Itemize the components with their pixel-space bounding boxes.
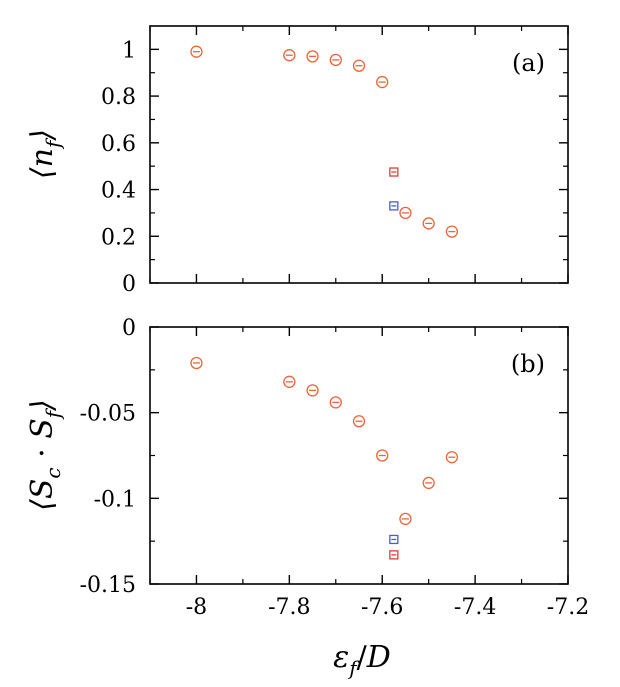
data-point-circle	[352, 415, 366, 428]
data-point-circle	[190, 356, 203, 370]
data-point-circle	[283, 375, 296, 388]
data-point-circle	[376, 449, 389, 462]
data-point-square	[389, 534, 399, 545]
data-point-circle	[422, 476, 435, 490]
data-point-square	[389, 550, 399, 560]
data-point-circle	[190, 45, 203, 58]
y-tick-label: -0.1	[94, 487, 136, 512]
y-tick-label: 0.2	[101, 225, 136, 250]
svg-text:⟨Sc · Sf⟩: ⟨Sc · Sf⟩	[25, 399, 65, 511]
data-point-circle	[376, 75, 389, 89]
data-point-circle	[445, 225, 459, 238]
x-tick-label: -7.2	[547, 595, 589, 620]
data-point-square	[389, 201, 399, 211]
x-tick-label: -8	[186, 595, 207, 620]
x-tick-label: -7.4	[454, 595, 496, 620]
y-tick-label: -0.05	[80, 402, 136, 427]
data-point-circle	[399, 512, 412, 526]
data-point-circle	[329, 53, 342, 67]
y-axis-title-a: ⟨nf⟩	[25, 129, 65, 179]
y-tick-label: 0	[122, 316, 136, 341]
panel-a-label: (a)	[512, 49, 545, 77]
x-tick-label: -7.6	[361, 595, 403, 620]
panel-b-frame	[149, 326, 569, 585]
data-point-circle	[352, 59, 366, 72]
panel-a-frame	[149, 25, 569, 284]
y-tick-label: 0.8	[101, 85, 136, 110]
y-tick-label: 1	[122, 38, 136, 63]
data-point-square	[389, 167, 399, 177]
data-point-circle	[283, 49, 296, 62]
data-point-circle	[306, 384, 319, 397]
y-tick-label: -0.15	[80, 573, 136, 598]
x-tick-label: -7.8	[268, 595, 310, 620]
data-point-circle	[329, 396, 342, 409]
panel-b-label: (b)	[511, 350, 545, 378]
y-tick-label: 0	[122, 272, 136, 297]
x-axis-title: εf/D	[333, 640, 391, 680]
y-tick-label: 0.6	[101, 132, 136, 157]
data-point-circle	[422, 217, 435, 230]
points-layer	[190, 45, 459, 560]
y-tick-label: 0.4	[101, 179, 136, 204]
data-point-circle	[306, 50, 319, 63]
y-axis-title-b: ⟨Sc · Sf⟩	[25, 399, 65, 511]
data-point-circle	[399, 206, 412, 220]
tick-layer: 0 0.2 0.4 0.6 0.8 1 -8 -7.8 -7.6 -7.4 -7.2 -0.15 -0.…	[80, 26, 589, 620]
svg-text:⟨nf⟩: ⟨nf⟩	[25, 129, 65, 179]
data-point-circle	[445, 451, 459, 464]
